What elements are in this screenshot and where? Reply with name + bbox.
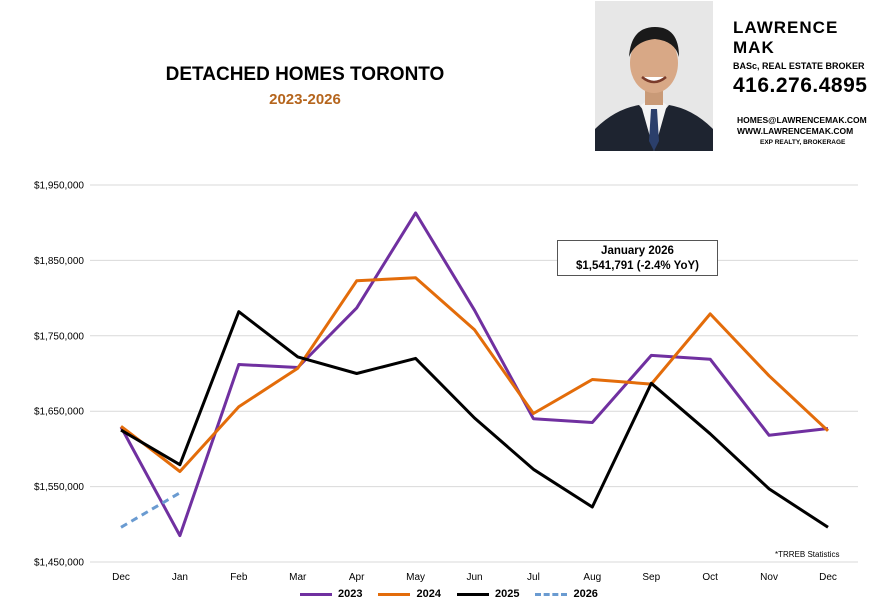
series-line-2024 <box>120 276 830 473</box>
series-line-2023 <box>119 211 829 538</box>
grid-lines <box>90 184 858 563</box>
x-tick-label: Apr <box>349 572 365 583</box>
x-tick-label: Jan <box>172 572 188 583</box>
x-tick-label: Aug <box>583 572 601 583</box>
x-tick-label: Sep <box>642 572 660 583</box>
legend-item-2023: 2023 <box>300 588 362 600</box>
x-tick-label: Feb <box>230 572 248 583</box>
legend-label-2025: 2025 <box>494 588 520 600</box>
chart-legend: 2023 2024 2025 2026 <box>300 586 614 602</box>
annotation-line-1: January 2026 <box>601 245 674 257</box>
y-tick-label: $1,550,000 <box>34 482 84 493</box>
legend-item-2025: 2025 <box>456 588 520 600</box>
broker-phone: 416.276.4895 <box>733 74 868 97</box>
y-tick-label: $1,950,000 <box>34 181 84 192</box>
x-tick-label: May <box>406 572 425 583</box>
legend-swatch-2026 <box>535 592 568 596</box>
series-line-2025 <box>120 310 829 529</box>
legend-label-2023: 2023 <box>338 588 363 600</box>
chart-subtitle: 2023-2026 <box>269 91 341 108</box>
legend-label-2026: 2026 <box>573 588 598 600</box>
x-tick-label: Jun <box>466 572 482 583</box>
broker-email[interactable]: HOMES@LAWRENCEMAK.COM <box>737 115 867 125</box>
broker-brokerage: EXP REALTY, BROKERAGE <box>760 139 846 146</box>
legend-swatch-2023 <box>300 592 332 596</box>
source-note: *TRREB Statistics <box>775 550 840 559</box>
y-tick-label: $1,850,000 <box>34 256 84 267</box>
legend-swatch-2024 <box>378 592 411 596</box>
x-tick-label: Dec <box>112 572 130 583</box>
y-axis-ticks: $1,450,000 $1,550,000 $1,650,000 $1,750,000… <box>34 181 84 569</box>
y-tick-label: $1,650,000 <box>34 407 84 418</box>
broker-credentials: BASc, REAL ESTATE BROKER <box>733 61 865 71</box>
legend-item-2026: 2026 <box>535 588 598 600</box>
legend-label-2024: 2024 <box>416 588 441 600</box>
legend-item-2024: 2024 <box>378 588 441 600</box>
x-tick-label: Nov <box>760 572 778 583</box>
broker-photo <box>595 1 713 151</box>
x-axis-ticks: Dec Jan Feb Mar Apr May Jun Jul Aug Sep Oct Nov Dec <box>112 572 837 583</box>
chart-title: DETACHED HOMES TORONTO <box>165 64 445 85</box>
annotation-line-2: $1,541,791 (-2.4% YoY) <box>576 260 699 272</box>
x-tick-label: Oct <box>702 572 718 583</box>
broker-name: LAWRENCE MAK <box>733 18 839 57</box>
annotation-callout: January 2026 $1,541,791 (-2.4% YoY) <box>557 240 718 276</box>
x-tick-label: Dec <box>819 572 837 583</box>
x-tick-label: Mar <box>289 572 307 583</box>
series-lines <box>119 211 830 538</box>
y-tick-label: $1,450,000 <box>34 558 84 569</box>
legend-swatch-2025 <box>456 592 489 596</box>
x-tick-label: Jul <box>527 572 540 583</box>
broker-website[interactable]: WWW.LAWRENCEMAK.COM <box>737 126 854 136</box>
y-tick-label: $1,750,000 <box>34 331 84 342</box>
broker-card: LAWRENCE MAK BASc, REAL ESTATE BROKER 41… <box>733 18 883 98</box>
